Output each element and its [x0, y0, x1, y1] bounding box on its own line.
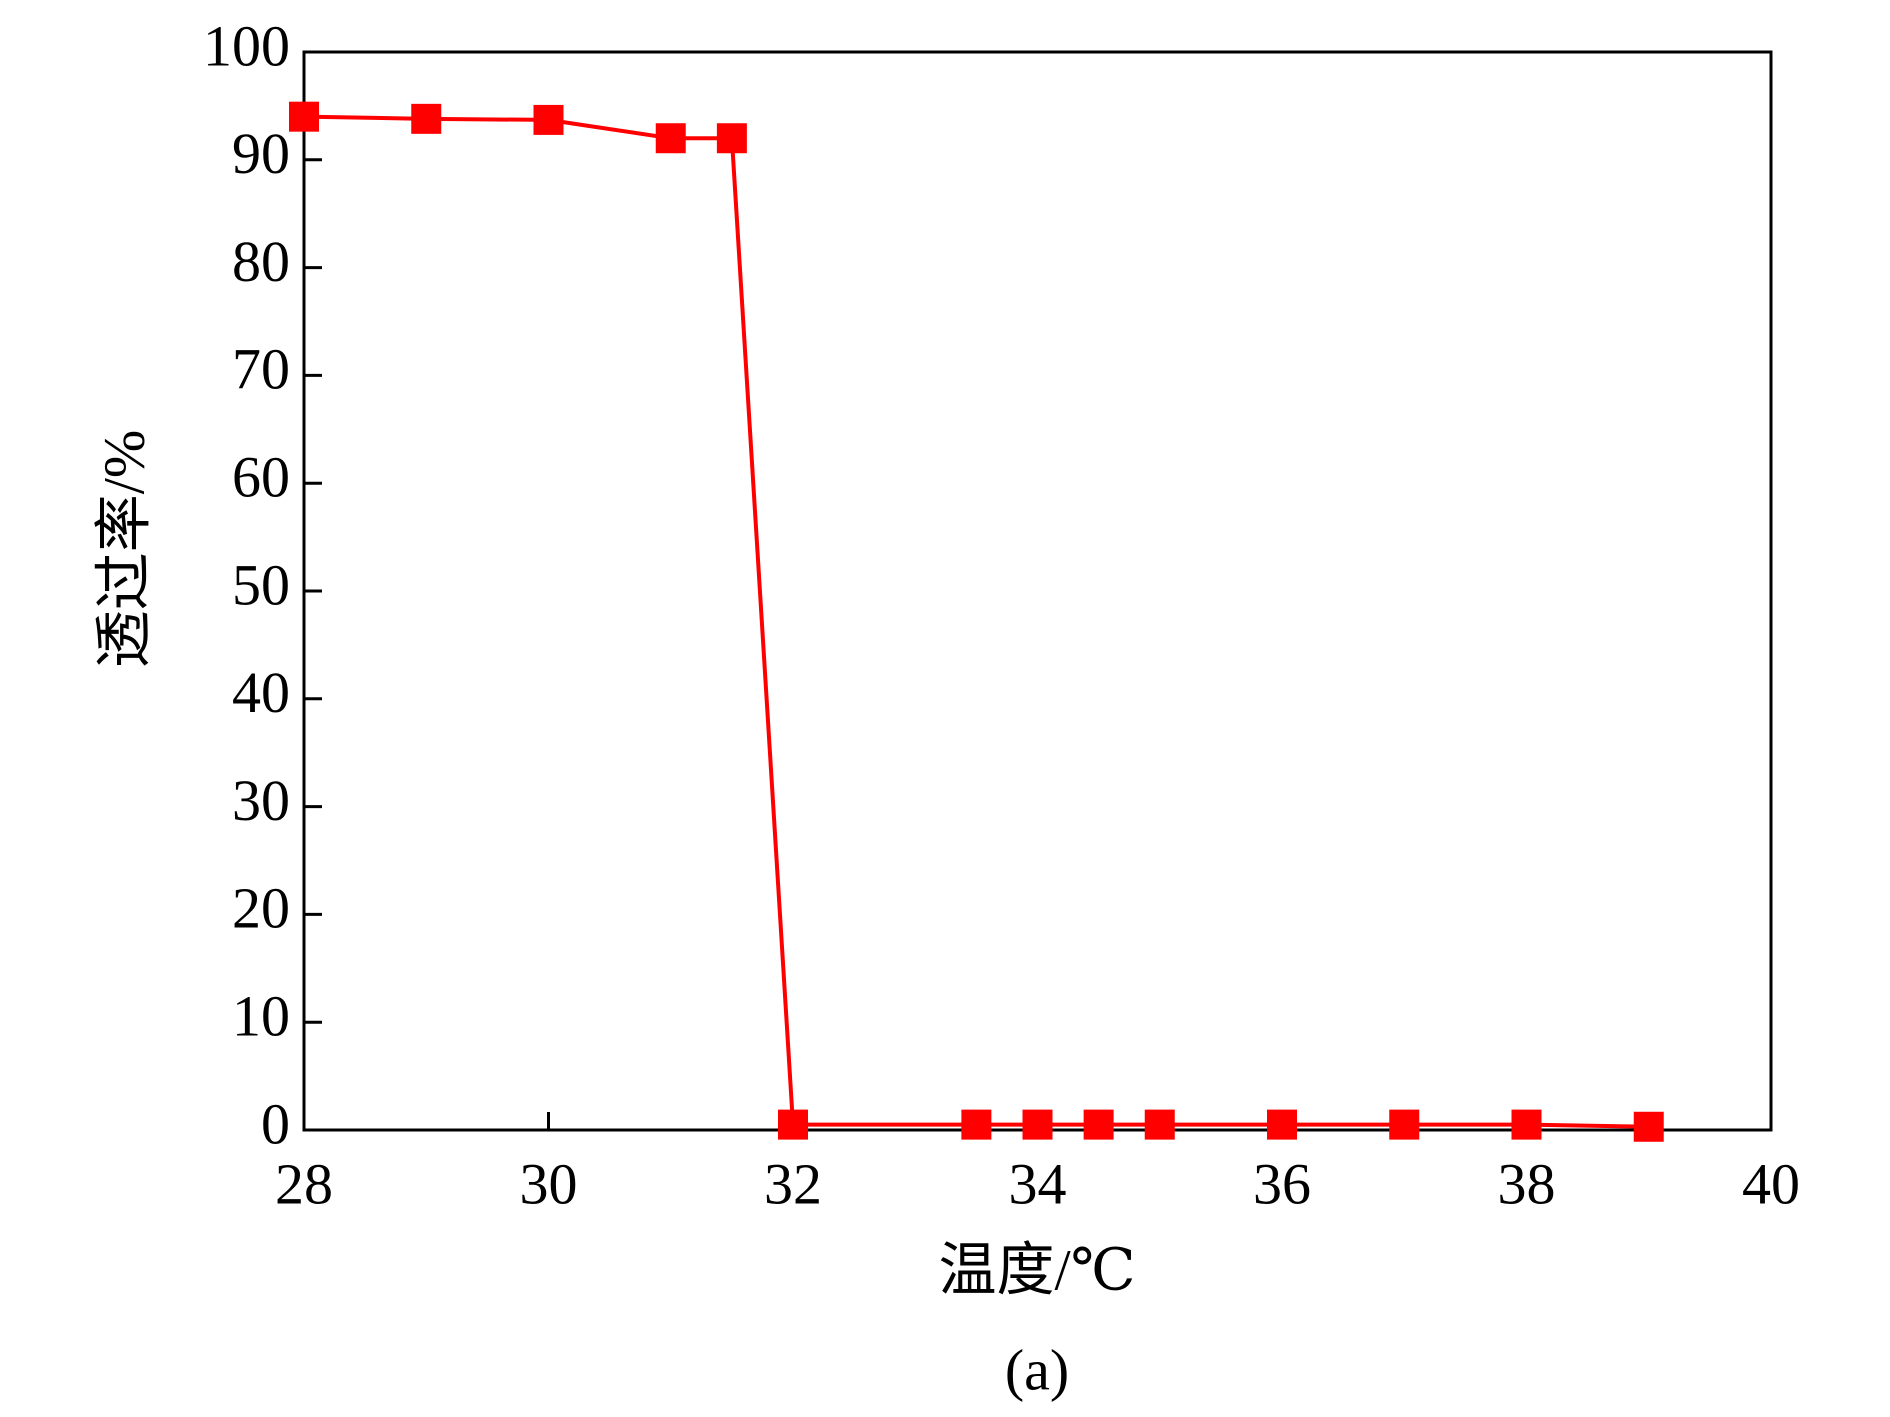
plot-frame — [302, 50, 1773, 1132]
data-point — [778, 1109, 808, 1140]
data-point — [1389, 1109, 1420, 1140]
x-tick-label: 30 — [520, 1151, 578, 1216]
y-tick-label: 100 — [203, 13, 290, 78]
y-tick-label: 0 — [261, 1091, 290, 1156]
y-tick-label: 10 — [232, 984, 290, 1049]
data-point — [289, 101, 319, 132]
data-point — [961, 1109, 992, 1140]
x-tick-label: 32 — [764, 1151, 822, 1216]
data-point — [1267, 1109, 1297, 1140]
data-point — [655, 123, 686, 154]
data-point — [716, 123, 747, 154]
series-line — [303, 114, 1649, 1129]
data-point — [1083, 1109, 1114, 1140]
x-tick-label: 40 — [1742, 1151, 1800, 1216]
data-point — [1144, 1109, 1175, 1140]
data-point — [1511, 1109, 1542, 1140]
y-tick-label: 60 — [232, 445, 290, 510]
y-tick-label: 50 — [232, 552, 290, 617]
data-point — [533, 104, 564, 135]
y-tick-label: 80 — [232, 229, 290, 294]
x-tick-label: 36 — [1253, 1151, 1311, 1216]
x-tick-label: 28 — [275, 1151, 333, 1216]
y-tick-label: 70 — [232, 337, 290, 402]
x-axis-label: 温度/℃ — [939, 1237, 1136, 1302]
caption: (a) — [1005, 1337, 1069, 1402]
y-tick-label: 20 — [232, 876, 290, 941]
y-tick-label: 30 — [232, 768, 290, 833]
y-axis-label: 透过率/% — [91, 430, 156, 668]
data-point — [1633, 1111, 1664, 1142]
data-point — [411, 103, 442, 134]
data-point — [1022, 1109, 1053, 1140]
y-tick-label: 40 — [232, 660, 290, 725]
x-tick-label: 38 — [1498, 1151, 1556, 1216]
y-tick-label: 90 — [232, 121, 290, 186]
x-tick-label: 34 — [1009, 1151, 1067, 1216]
